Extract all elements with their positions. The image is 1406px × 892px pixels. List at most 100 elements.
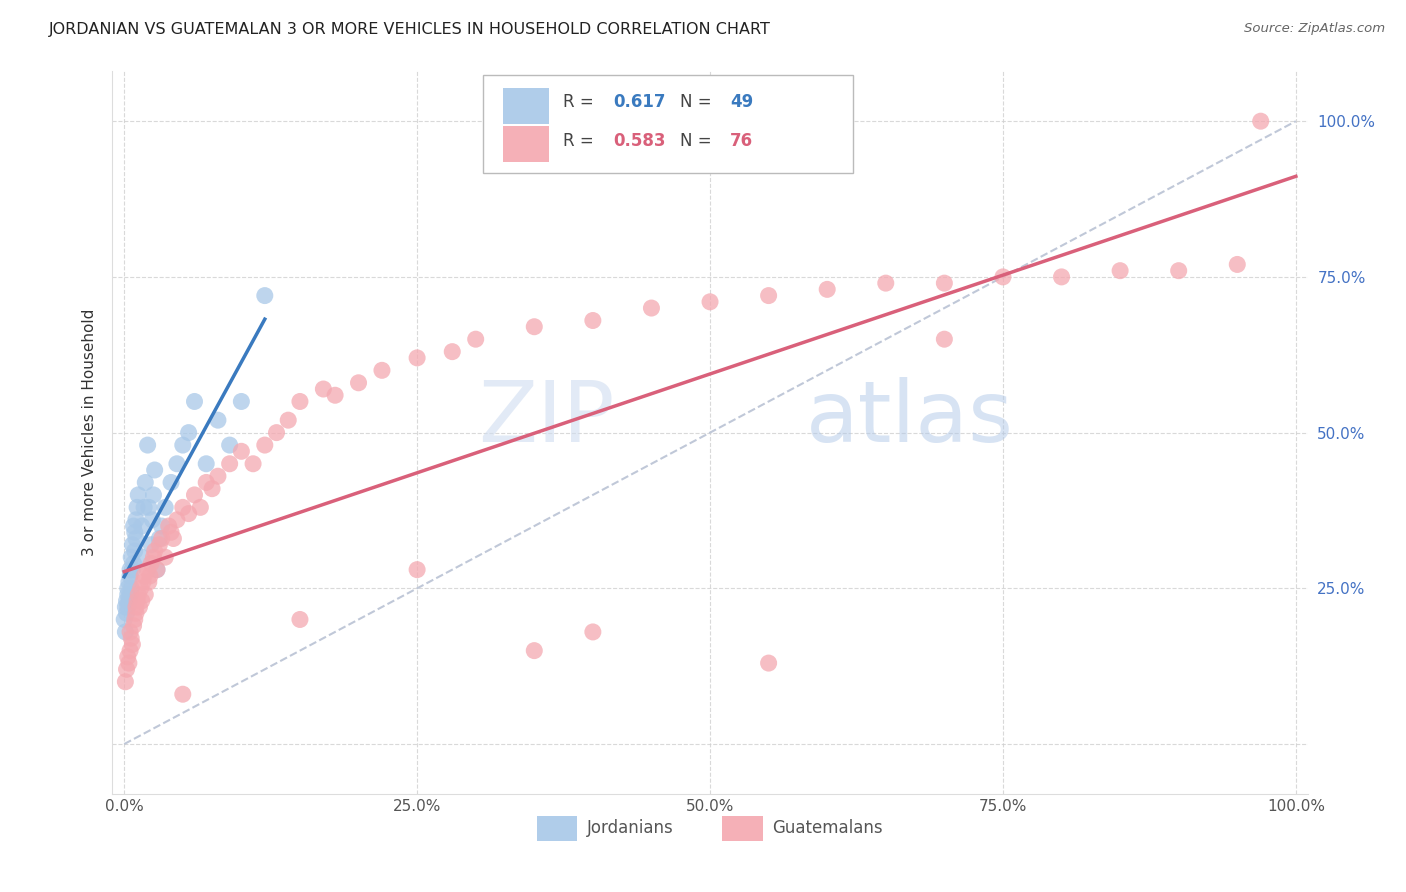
Point xyxy=(127,588,149,602)
Point xyxy=(177,425,200,440)
Point xyxy=(122,557,145,571)
Point xyxy=(115,662,138,676)
Point xyxy=(172,438,194,452)
Point xyxy=(120,631,142,645)
Point xyxy=(201,482,224,496)
Point xyxy=(122,519,145,533)
Text: N =: N = xyxy=(681,132,717,151)
Point xyxy=(118,575,141,590)
Point xyxy=(155,550,177,565)
Point xyxy=(118,594,141,608)
Point xyxy=(207,469,229,483)
Text: Source: ZipAtlas.com: Source: ZipAtlas.com xyxy=(1244,22,1385,36)
Point xyxy=(127,594,149,608)
Point xyxy=(253,438,276,452)
Point xyxy=(172,687,194,701)
Point xyxy=(207,413,229,427)
Point xyxy=(125,532,148,546)
Point xyxy=(148,538,170,552)
Point xyxy=(177,507,200,521)
Point xyxy=(183,394,205,409)
Point xyxy=(1250,114,1272,128)
Point xyxy=(132,500,156,515)
Text: R =: R = xyxy=(562,132,599,151)
Text: ZIP: ZIP xyxy=(478,376,614,459)
Point xyxy=(231,394,253,409)
Point xyxy=(523,643,546,657)
Point xyxy=(127,500,149,515)
Point xyxy=(166,457,188,471)
Text: Guatemalans: Guatemalans xyxy=(772,819,883,837)
Point xyxy=(125,513,148,527)
Point xyxy=(120,624,141,639)
Point xyxy=(195,475,218,490)
Point xyxy=(129,582,152,596)
Point xyxy=(1167,263,1189,277)
Point xyxy=(124,612,146,626)
Text: 0.617: 0.617 xyxy=(613,93,665,111)
Point xyxy=(758,656,780,670)
Point xyxy=(582,624,605,639)
Point xyxy=(640,301,662,315)
Point xyxy=(143,463,166,477)
Point xyxy=(141,557,163,571)
Point xyxy=(114,600,136,615)
Point xyxy=(188,500,212,515)
Point xyxy=(183,488,205,502)
Point xyxy=(122,618,145,632)
Point xyxy=(150,532,173,546)
Text: R =: R = xyxy=(562,93,599,111)
Point xyxy=(115,607,138,621)
Point xyxy=(166,513,188,527)
Point xyxy=(162,532,184,546)
Point xyxy=(312,382,335,396)
Point xyxy=(699,294,721,309)
Point xyxy=(406,563,429,577)
Point xyxy=(142,550,165,565)
Point xyxy=(441,344,464,359)
Point xyxy=(934,332,956,346)
Point xyxy=(120,569,141,583)
Point xyxy=(132,569,156,583)
Point xyxy=(138,500,160,515)
Point xyxy=(134,588,156,602)
Bar xyxy=(723,815,762,841)
Point xyxy=(138,575,160,590)
Point xyxy=(288,612,311,626)
Point xyxy=(371,363,394,377)
Point xyxy=(347,376,370,390)
Text: Jordanians: Jordanians xyxy=(586,819,673,837)
Point xyxy=(150,519,173,533)
Point xyxy=(157,519,180,533)
Point xyxy=(195,457,218,471)
Point xyxy=(142,488,165,502)
Point xyxy=(160,475,183,490)
Bar xyxy=(503,126,548,161)
Point xyxy=(120,550,142,565)
Point xyxy=(120,588,141,602)
Point xyxy=(117,588,139,602)
Point xyxy=(172,500,194,515)
Point xyxy=(115,594,138,608)
Point xyxy=(815,282,838,296)
Point xyxy=(131,594,153,608)
Point xyxy=(141,538,163,552)
Point xyxy=(114,674,136,689)
Text: JORDANIAN VS GUATEMALAN 3 OR MORE VEHICLES IN HOUSEHOLD CORRELATION CHART: JORDANIAN VS GUATEMALAN 3 OR MORE VEHICL… xyxy=(49,22,770,37)
Point xyxy=(155,500,177,515)
Point xyxy=(117,600,139,615)
Point xyxy=(134,475,156,490)
Point xyxy=(582,313,605,327)
Point xyxy=(323,388,346,402)
Point xyxy=(218,457,240,471)
Y-axis label: 3 or more Vehicles in Household: 3 or more Vehicles in Household xyxy=(82,309,97,557)
Point xyxy=(121,563,143,577)
Text: 0.583: 0.583 xyxy=(613,132,665,151)
Point xyxy=(242,457,264,471)
Point xyxy=(934,276,956,290)
Point xyxy=(124,525,146,540)
Point xyxy=(266,425,288,440)
Point xyxy=(231,444,253,458)
Point xyxy=(131,519,153,533)
Point xyxy=(143,544,166,558)
